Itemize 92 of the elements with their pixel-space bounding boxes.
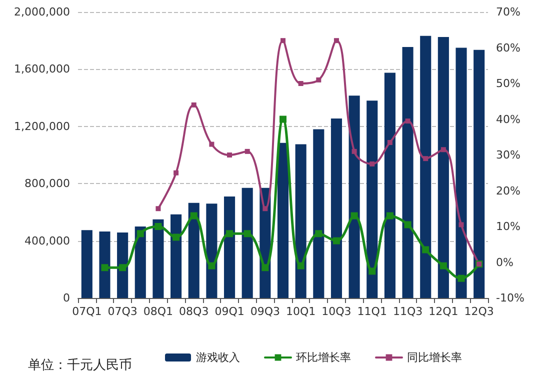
bar (384, 72, 396, 298)
point (458, 274, 465, 282)
bar (188, 202, 200, 298)
y2-tick-label: 40% (496, 112, 520, 126)
point (316, 77, 322, 82)
y-tick-label: 1,600,000 (14, 62, 70, 76)
bar (277, 142, 289, 298)
bar (134, 226, 146, 298)
point (227, 152, 232, 158)
bar (152, 219, 164, 298)
point (332, 237, 340, 244)
point (154, 223, 162, 230)
x-tick-label: 07Q1 (72, 305, 102, 318)
point (370, 161, 375, 166)
bar (330, 118, 342, 298)
bar (474, 50, 485, 298)
point (440, 262, 447, 270)
point (350, 212, 358, 220)
point (352, 148, 357, 154)
bar (170, 214, 182, 298)
y-tick-label: 1,200,000 (14, 120, 70, 133)
bar (438, 37, 449, 298)
point (387, 140, 392, 145)
legend-label: 游戏收入 (196, 351, 240, 364)
x-tick-label: 11Q1 (357, 305, 387, 318)
point (244, 230, 251, 238)
point (156, 206, 161, 212)
y2-tick-label: -10% (496, 292, 524, 304)
point (262, 206, 268, 212)
point (458, 222, 464, 228)
point (262, 264, 269, 272)
point (191, 102, 196, 108)
bar (456, 48, 467, 298)
x-tick-label: 12Q1 (428, 305, 458, 318)
bar (348, 96, 360, 298)
point (368, 268, 376, 275)
y2-tick-label: 20% (496, 184, 520, 198)
point (101, 264, 108, 272)
bar (81, 230, 92, 298)
y-tick-label: 400,000 (24, 234, 70, 248)
point (208, 262, 216, 270)
point (190, 212, 198, 220)
bar (99, 232, 110, 298)
y2-tick-label: 0% (496, 256, 514, 269)
point (423, 156, 428, 162)
bar (366, 100, 378, 298)
legend-label: 环比增长率 (296, 351, 351, 364)
x-tick-label: 09Q1 (214, 305, 244, 318)
point (422, 246, 430, 254)
bar (117, 232, 128, 298)
bar (420, 36, 432, 298)
x-tick-label: 10Q1 (286, 305, 316, 318)
bar (313, 129, 324, 298)
point (244, 148, 250, 154)
y2-tick-label: 50% (496, 77, 520, 90)
point (405, 118, 410, 124)
point (334, 38, 339, 44)
point (226, 230, 234, 238)
y-tick-label: 0 (63, 292, 70, 304)
point (119, 264, 126, 272)
point (172, 234, 180, 241)
point (280, 38, 286, 44)
y2-tick-label: 60% (496, 41, 520, 54)
x-tick-label: 08Q3 (179, 305, 209, 318)
y2-tick-label: 30% (496, 148, 520, 162)
x-tick-label: 08Q1 (143, 305, 174, 318)
point (440, 147, 446, 152)
bar (402, 47, 414, 298)
bar (206, 204, 218, 298)
point (297, 262, 304, 270)
bar (224, 196, 236, 298)
x-tick-label: 10Q3 (322, 305, 352, 318)
point (209, 142, 214, 147)
point (280, 116, 286, 123)
bar (242, 188, 253, 298)
y-tick-label: 2,000,000 (14, 6, 70, 18)
y2-tick-label: 70% (496, 6, 520, 18)
point (386, 212, 394, 220)
legend-label: 同比增长率 (407, 351, 462, 364)
point (404, 221, 412, 228)
text: 单位：千元人民币 (28, 358, 132, 373)
point (315, 230, 322, 238)
x-tick-label: 07Q3 (108, 305, 138, 318)
x-tick-label: 12Q3 (464, 305, 494, 318)
point (298, 81, 304, 86)
x-tick-label: 09Q3 (250, 305, 280, 318)
y2-tick-label: 10% (496, 220, 520, 233)
x-tick-label: 11Q3 (392, 305, 423, 318)
point (136, 230, 144, 238)
point (174, 170, 179, 176)
bar (295, 144, 306, 298)
y-tick-label: 800,000 (24, 177, 70, 190)
